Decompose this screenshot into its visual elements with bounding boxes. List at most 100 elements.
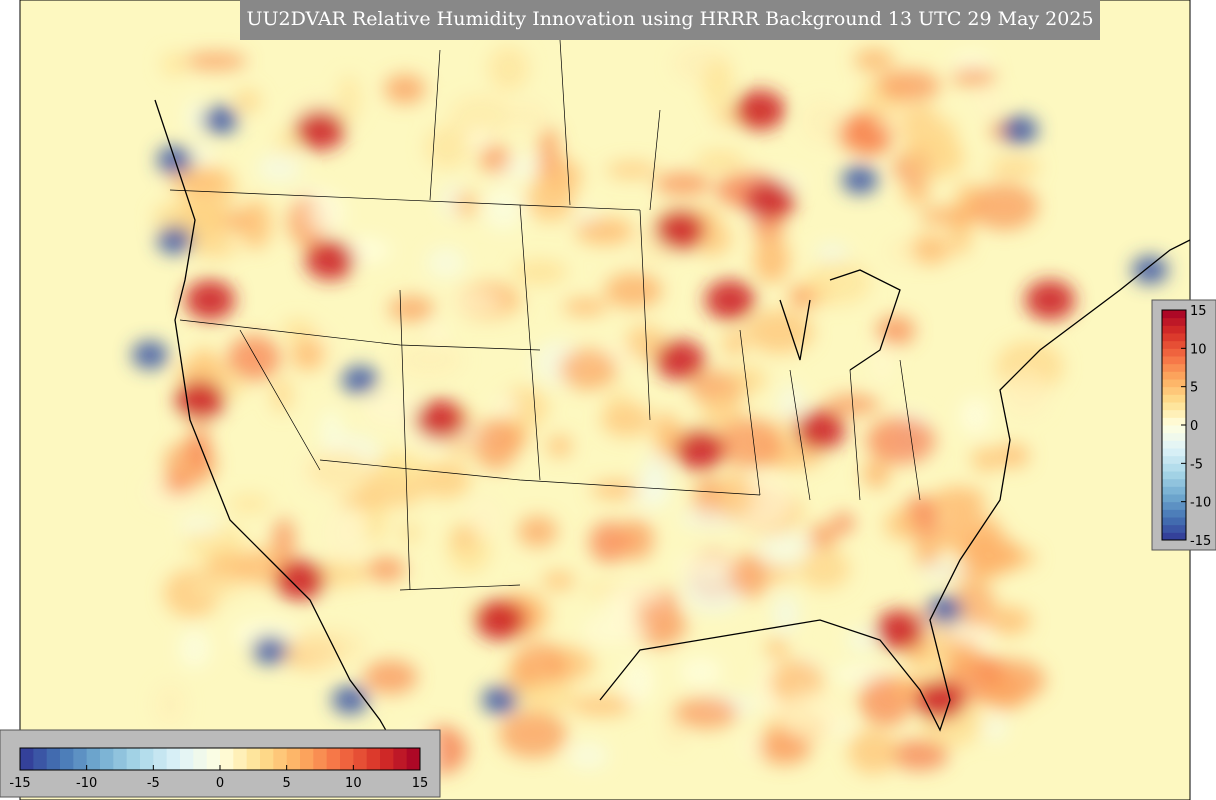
- field-blob: [276, 128, 299, 155]
- field-blob: [425, 125, 471, 169]
- field-blob: [606, 161, 658, 179]
- colorbar-cell: [206, 748, 221, 770]
- field-blob: [362, 388, 420, 428]
- field-blob: [959, 397, 991, 435]
- colorbar-cell: [86, 748, 101, 770]
- field-blob: [729, 553, 770, 598]
- colorbar-cell: [100, 748, 114, 770]
- field-blob: [324, 506, 368, 559]
- field-blob: [842, 166, 878, 194]
- colorbar-tick-label: 0: [216, 776, 224, 791]
- field-blob: [902, 182, 931, 204]
- field-blob: [320, 409, 342, 453]
- colorbar-cell: [33, 748, 48, 770]
- field-blob: [848, 729, 898, 775]
- field-blob: [675, 430, 725, 470]
- field-blob: [482, 186, 525, 231]
- colorbar-cell: [273, 748, 288, 770]
- field-blob: [194, 346, 215, 377]
- field-blob: [951, 52, 992, 70]
- colorbar-cell: [1162, 402, 1186, 411]
- field-blob: [970, 182, 1039, 231]
- colorbar-tick-label: -10: [1190, 496, 1211, 511]
- field-blob: [654, 412, 680, 461]
- field-blob: [815, 243, 849, 263]
- field-blob: [227, 335, 281, 381]
- colorbar-cell: [1162, 440, 1186, 449]
- field-blob: [498, 710, 567, 759]
- field-blob: [740, 734, 762, 759]
- field-blob: [983, 606, 1032, 635]
- field-blob: [189, 145, 215, 165]
- field-blob: [154, 683, 186, 726]
- field-blob: [363, 499, 387, 544]
- field-blob: [363, 660, 418, 695]
- field-blob: [655, 172, 712, 196]
- colorbar-vertical: -15 -10 -5 0 5 10 15: [1161, 304, 1211, 549]
- colorbar-tick-label: 15: [412, 776, 429, 791]
- colorbar-cell: [366, 748, 381, 770]
- colorbar-cell: [313, 748, 328, 770]
- field-blob: [758, 532, 813, 566]
- field-blob: [305, 240, 355, 280]
- field-blob: [252, 636, 288, 664]
- colorbar-tick-label: 15: [1190, 304, 1207, 319]
- field-blob: [622, 658, 654, 704]
- colorbar-cell: [300, 748, 314, 770]
- field-blob: [488, 46, 530, 92]
- colorbar-tick-label: 5: [1190, 381, 1198, 396]
- field-blob: [846, 628, 879, 652]
- field-blob: [479, 143, 511, 174]
- field-blob: [673, 697, 738, 729]
- field-blob: [452, 290, 505, 312]
- field-blob: [675, 554, 741, 577]
- field-blob: [717, 472, 753, 521]
- colorbar-tick-label: 10: [1190, 342, 1207, 357]
- field-blob: [601, 402, 654, 438]
- colorbar-tick-label: 10: [345, 776, 362, 791]
- colorbar-cell: [153, 748, 168, 770]
- field-blob: [234, 88, 261, 113]
- colorbar-cell: [166, 748, 181, 770]
- field-blob: [682, 564, 744, 614]
- field-blob: [228, 494, 271, 514]
- field-blob: [538, 126, 560, 176]
- field-blob: [808, 523, 838, 550]
- colorbar-cell: [1162, 409, 1186, 418]
- colorbar-cell: [1162, 501, 1186, 510]
- field-blob: [178, 628, 211, 669]
- field-blob: [1025, 280, 1075, 320]
- colorbar-tick-label: -15: [9, 776, 30, 791]
- field-blob: [1002, 116, 1038, 144]
- field-blob: [902, 137, 966, 180]
- field-blob: [517, 516, 558, 548]
- field-blob: [365, 557, 406, 582]
- colorbar-cell: [193, 748, 208, 770]
- field-blob: [655, 340, 705, 380]
- field-blob: [238, 199, 273, 250]
- colorbar-cell: [1162, 478, 1186, 487]
- field-blob: [399, 522, 420, 544]
- colorbar-cell: [326, 748, 341, 770]
- field-blob: [342, 366, 378, 394]
- colorbar-cell: [1162, 494, 1186, 503]
- field-blob: [449, 94, 514, 137]
- field-blob: [384, 74, 426, 104]
- field-blob: [996, 443, 1030, 468]
- colorbar-tick-label: -15: [1190, 534, 1211, 549]
- colorbar-cell: [233, 748, 248, 770]
- field-blob: [338, 492, 381, 510]
- field-blob: [281, 319, 316, 341]
- field-blob: [883, 509, 920, 541]
- field-blob: [454, 191, 479, 218]
- field-blob: [511, 642, 568, 691]
- colorbar-cell: [380, 748, 394, 770]
- colorbar-cell: [1162, 310, 1186, 319]
- field-blob: [915, 530, 941, 572]
- state-boundary: [169, 39, 921, 591]
- colorbar-cell: [1162, 509, 1186, 518]
- field-blob: [705, 280, 755, 320]
- field-blob: [982, 673, 1028, 711]
- field-blob: [779, 690, 848, 741]
- field-blob: [887, 240, 915, 264]
